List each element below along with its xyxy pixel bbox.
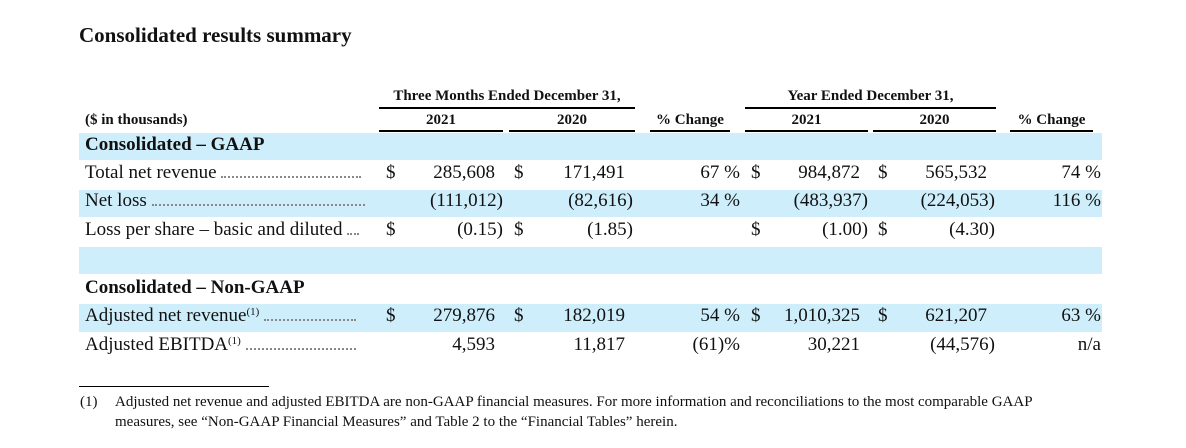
row-label: Net loss (85, 190, 147, 211)
currency-symbol: $ (878, 162, 888, 183)
cell-y-change: n/a (1077, 334, 1101, 355)
footnote-ref: (1) (228, 335, 241, 347)
currency-symbol: $ (751, 305, 761, 326)
leader-dots (264, 318, 357, 321)
section-heading-gaap: Consolidated – GAAP (85, 134, 265, 155)
cell-y-change: 74 % (1061, 162, 1101, 183)
col-rule-y2021 (745, 130, 868, 132)
leader-dots (245, 347, 356, 350)
cell-y2021: (1.00) (822, 219, 868, 240)
leader-dots (221, 175, 362, 178)
col-header-q2020: 2020 (557, 112, 587, 128)
cell-q2020: 11,817 (573, 334, 625, 355)
footnote-text-line1: Adjusted net revenue and adjusted EBITDA… (115, 394, 1033, 410)
row-band-net-loss (79, 190, 1102, 217)
spacer-band (79, 247, 1102, 274)
cell-q2021: 4,593 (452, 334, 495, 355)
footnote-rule (79, 386, 269, 387)
cell-q2021: (111,012) (430, 190, 503, 211)
col-rule-q2020 (509, 130, 635, 132)
col-rule-y-change (1010, 130, 1093, 132)
row-label: Adjusted net revenue (85, 305, 247, 326)
col-header-y-change: % Change (1017, 112, 1086, 128)
cell-y2020: (224,053) (920, 190, 995, 211)
section-band-gaap (79, 133, 1102, 160)
cell-y-change: 63 % (1061, 305, 1101, 326)
header-year-rule (745, 107, 996, 109)
currency-symbol: $ (514, 305, 524, 326)
currency-symbol: $ (878, 219, 888, 240)
cell-q-change: (61)% (692, 334, 740, 355)
row-label: Total net revenue (85, 162, 217, 183)
cell-y2020: 565,532 (925, 162, 987, 183)
col-header-y2020: 2020 (919, 112, 950, 128)
cell-y2021: 1,010,325 (784, 305, 860, 326)
cell-q-change: 67 % (700, 162, 740, 183)
footnote-marker: (1) (80, 394, 98, 410)
header-year: Year Ended December 31, (787, 88, 954, 104)
page-title: Consolidated results summary (79, 23, 352, 47)
cell-q2021: 279,876 (433, 305, 495, 326)
col-rule-q-change (650, 130, 730, 132)
col-header-q-change: % Change (656, 112, 724, 128)
header-three-months: Three Months Ended December 31, (393, 88, 621, 104)
footnote-text-line2: measures, see “Non-GAAP Financial Measur… (115, 414, 678, 430)
cell-y2020: 621,207 (925, 305, 987, 326)
leader-dots (347, 232, 360, 235)
currency-symbol: $ (514, 162, 524, 183)
cell-q2021: (0.15) (457, 219, 503, 240)
cell-y2021: 984,872 (798, 162, 860, 183)
currency-symbol: $ (751, 162, 761, 183)
footnote-ref: (1) (246, 306, 260, 318)
leader-dots (151, 203, 365, 206)
cell-y-change: 116 % (1052, 190, 1101, 211)
row-label: Loss per share – basic and diluted (85, 219, 343, 240)
currency-symbol: $ (386, 219, 396, 240)
col-header-q2021: 2021 (426, 112, 456, 128)
col-header-y2021: 2021 (791, 112, 822, 128)
cell-y2020: (44,576) (930, 334, 995, 355)
currency-symbol: $ (386, 162, 396, 183)
cell-y2021: (483,937) (793, 190, 868, 211)
units-label: ($ in thousands) (85, 112, 188, 128)
header-three-months-rule (379, 107, 635, 109)
row-label: Adjusted EBITDA (85, 334, 229, 355)
cell-y2021: 30,221 (807, 334, 860, 355)
currency-symbol: $ (386, 305, 396, 326)
cell-q2020: 171,491 (563, 162, 625, 183)
cell-q2021: 285,608 (433, 162, 495, 183)
cell-q2020: 182,019 (563, 305, 625, 326)
section-heading-non-gaap: Consolidated – Non-GAAP (85, 277, 305, 298)
currency-symbol: $ (751, 219, 761, 240)
col-rule-y2020 (873, 130, 996, 132)
currency-symbol: $ (878, 305, 888, 326)
cell-q-change: 34 % (700, 190, 740, 211)
col-rule-q2021 (379, 130, 503, 132)
cell-q-change: 54 % (700, 305, 740, 326)
row-band-adjusted-net-revenue (79, 304, 1102, 332)
cell-q2020: (82,616) (568, 190, 633, 211)
cell-q2020: (1.85) (587, 219, 633, 240)
cell-y2020: (4.30) (949, 219, 995, 240)
currency-symbol: $ (514, 219, 524, 240)
